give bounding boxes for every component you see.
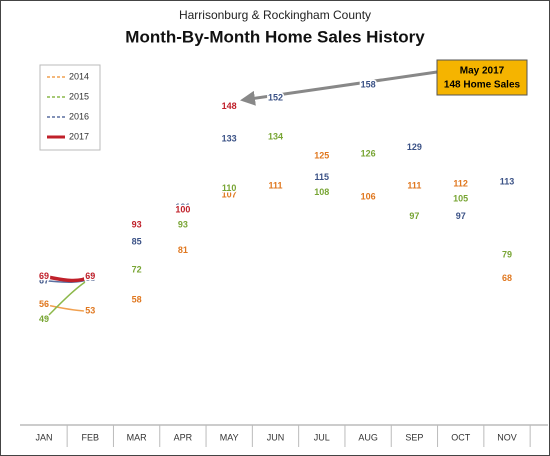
data-label: 85 <box>132 237 142 247</box>
data-label: 79 <box>502 250 512 260</box>
data-label: 133 <box>222 133 237 143</box>
legend-label: 2017 <box>69 131 89 141</box>
x-tick-label: FEB <box>82 432 100 442</box>
data-label: 158 <box>361 80 376 90</box>
data-label: 69 <box>39 271 49 281</box>
data-label: 101 <box>175 202 190 212</box>
x-tick-label: NOV <box>497 432 517 442</box>
data-label: 111 <box>268 181 282 191</box>
x-tick-label: MAY <box>220 432 239 442</box>
data-label: 125 <box>314 151 329 161</box>
data-label: 126 <box>361 148 376 158</box>
data-label: 115 <box>315 172 330 182</box>
data-label: 58 <box>132 295 142 305</box>
x-tick-label: JAN <box>35 432 52 442</box>
data-label: 97 <box>456 211 466 221</box>
data-label: 56 <box>39 299 49 309</box>
data-label: 129 <box>407 142 422 152</box>
series-line <box>43 278 91 321</box>
series-line <box>43 303 91 312</box>
legend-label: 2016 <box>69 111 89 121</box>
data-label: 107 <box>222 189 237 199</box>
data-label: 67 <box>39 275 49 285</box>
x-tick-label: JUN <box>267 432 285 442</box>
data-label: 93 <box>178 219 188 229</box>
data-label: 100 <box>175 204 190 214</box>
data-label: 113 <box>500 176 515 186</box>
data-label: 152 <box>268 93 283 103</box>
data-label: 81 <box>178 245 188 255</box>
data-label: 106 <box>361 191 376 201</box>
data-label: 68 <box>85 273 95 283</box>
x-tick-label: APR <box>174 432 193 442</box>
data-label: 105 <box>453 194 468 204</box>
chart-title: Month-By-Month Home Sales History <box>125 27 425 46</box>
annotation-arrow <box>240 70 438 106</box>
data-label: 134 <box>268 131 283 141</box>
legend-label: 2015 <box>69 91 89 101</box>
x-tick-label: MAR <box>127 432 148 442</box>
data-label: 97 <box>409 211 419 221</box>
x-tick-label: AUG <box>358 432 378 442</box>
x-tick-label: JUL <box>314 432 330 442</box>
annotation-box <box>436 59 528 96</box>
data-label: 49 <box>39 314 49 324</box>
data-label: 53 <box>85 305 95 315</box>
data-label: 112 <box>453 179 468 189</box>
annotation-text: May 2017 <box>460 66 505 77</box>
data-label: 93 <box>132 219 142 229</box>
x-tick-label: OCT <box>451 432 471 442</box>
chart-subtitle: Harrisonburg & Rockingham County <box>179 8 371 22</box>
data-label: 72 <box>132 265 142 275</box>
data-label: 111 <box>407 181 421 191</box>
data-label: 68 <box>85 273 95 283</box>
data-label: 69 <box>85 271 95 281</box>
x-tick-label: SEP <box>405 432 423 442</box>
annotation-text: 148 Home Sales <box>444 80 521 91</box>
data-label: 68 <box>502 273 512 283</box>
data-label: 110 <box>222 183 237 193</box>
series-line <box>43 274 92 283</box>
legend-label: 2014 <box>69 71 89 81</box>
data-label: 148 <box>222 101 237 111</box>
data-label: 108 <box>314 187 329 197</box>
